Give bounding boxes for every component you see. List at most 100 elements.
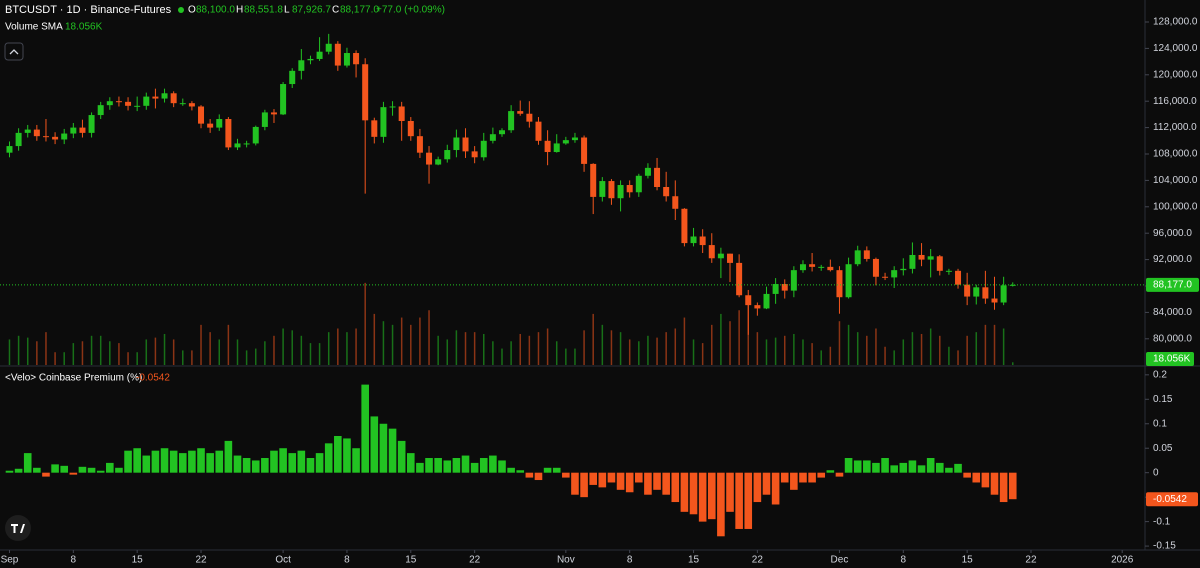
volume-bar	[26, 337, 29, 365]
premium-bar	[470, 462, 479, 473]
candle-body	[964, 284, 971, 297]
premium-bar	[69, 472, 78, 475]
volume-bar	[619, 332, 622, 365]
x-tick-label: Sep	[1, 555, 19, 566]
volume-bar	[692, 339, 695, 365]
premium-bar	[306, 458, 315, 473]
premium-bar	[817, 472, 826, 478]
y-tick-label: 112,000.0	[1153, 122, 1197, 133]
indicator-name: Volume SMA	[5, 22, 63, 33]
volume-bar	[72, 343, 75, 365]
candle-body	[489, 134, 496, 141]
premium-bar	[580, 472, 588, 498]
candle-body	[772, 284, 779, 294]
collapse-button[interactable]	[4, 42, 24, 61]
candle-body	[690, 236, 697, 244]
x-tick-label: 22	[752, 555, 764, 566]
candle-body	[854, 250, 861, 265]
candle-body	[745, 295, 752, 306]
volume-bar	[455, 330, 458, 365]
candle-body	[818, 266, 825, 268]
volume-bar	[665, 332, 667, 365]
volume-bar	[254, 348, 257, 365]
premium-bar	[808, 472, 816, 483]
candle-body	[882, 276, 889, 278]
premium-bar	[917, 465, 926, 473]
premium-bar	[224, 440, 233, 473]
premium-bar	[160, 448, 169, 473]
candle-body	[316, 51, 323, 59]
premium-bar	[899, 462, 908, 473]
candle-body	[845, 264, 852, 298]
premium-bar	[926, 458, 935, 473]
volume-bar	[783, 335, 786, 365]
volume-bar	[993, 324, 996, 365]
y-tick-label: 116,000.0	[1153, 96, 1197, 107]
logo-circle[interactable]	[5, 515, 31, 541]
premium-bar	[452, 458, 461, 473]
collapse-box[interactable]	[4, 42, 24, 61]
candle-body	[608, 181, 615, 199]
candle-body	[24, 129, 31, 133]
volume-bar	[209, 332, 211, 365]
premium-bar	[780, 472, 789, 483]
volume-bar	[227, 324, 230, 365]
premium-bar	[178, 453, 187, 473]
candle-body	[407, 120, 414, 137]
candle-body	[42, 136, 49, 138]
premium-bar	[707, 472, 716, 520]
candle-body	[307, 58, 314, 61]
logo-mark	[11, 524, 25, 533]
volume-bar	[674, 328, 677, 365]
indicator-value: 18.056K	[65, 22, 103, 33]
candle-body	[754, 305, 761, 309]
candle-body	[380, 107, 387, 137]
candle-body	[517, 111, 524, 114]
volume-bar	[811, 343, 813, 365]
candle-body	[88, 115, 95, 133]
ohlc-value: 87,926.7	[292, 5, 331, 16]
premium-bar	[397, 440, 406, 473]
candle-body	[1009, 284, 1016, 286]
premium-bar	[370, 416, 379, 473]
volume-bar	[601, 324, 604, 365]
candle-body	[289, 70, 296, 85]
tv-logo[interactable]	[5, 515, 31, 541]
premium-bar	[589, 472, 598, 485]
candle-body	[61, 133, 68, 140]
volume-bar	[373, 313, 376, 365]
candle-body	[991, 298, 998, 303]
candle-body	[663, 186, 670, 197]
premium-bar	[279, 448, 287, 473]
volume-bar	[8, 339, 11, 365]
volume-bar	[473, 332, 476, 365]
y-tick-label: -0.1	[1153, 516, 1171, 527]
volume-bar	[90, 335, 93, 365]
x-tick-label: Dec	[831, 555, 849, 566]
candle-body	[79, 127, 86, 133]
ohlc-key: H	[236, 5, 243, 16]
premium-bar	[890, 465, 898, 473]
premium-bar	[324, 443, 333, 473]
market-status	[178, 7, 184, 13]
volume-bar	[802, 339, 804, 365]
candle-body	[626, 185, 633, 193]
volume-bar	[182, 350, 184, 365]
volume-bar	[109, 341, 111, 365]
volume-bar	[291, 330, 293, 365]
premium-bar	[5, 470, 14, 473]
candle-body	[33, 129, 40, 137]
premium-bar	[233, 455, 242, 473]
candle-body	[672, 196, 679, 209]
premium-bar	[908, 460, 917, 473]
premium-bar	[42, 472, 50, 477]
volume-sma-label: 18.056K	[1153, 354, 1191, 365]
volume-bar	[939, 335, 941, 365]
premium-bar	[680, 472, 689, 512]
premium-pane: -0.15-0.1-0.0500.050.10.150.2-0.0542Sep8…	[1, 369, 1198, 566]
volume-bar	[410, 324, 412, 365]
candle-body	[644, 167, 651, 176]
candle-body	[334, 43, 341, 66]
volume-bar	[273, 335, 275, 365]
y-tick-label: 104,000.0	[1153, 175, 1198, 186]
